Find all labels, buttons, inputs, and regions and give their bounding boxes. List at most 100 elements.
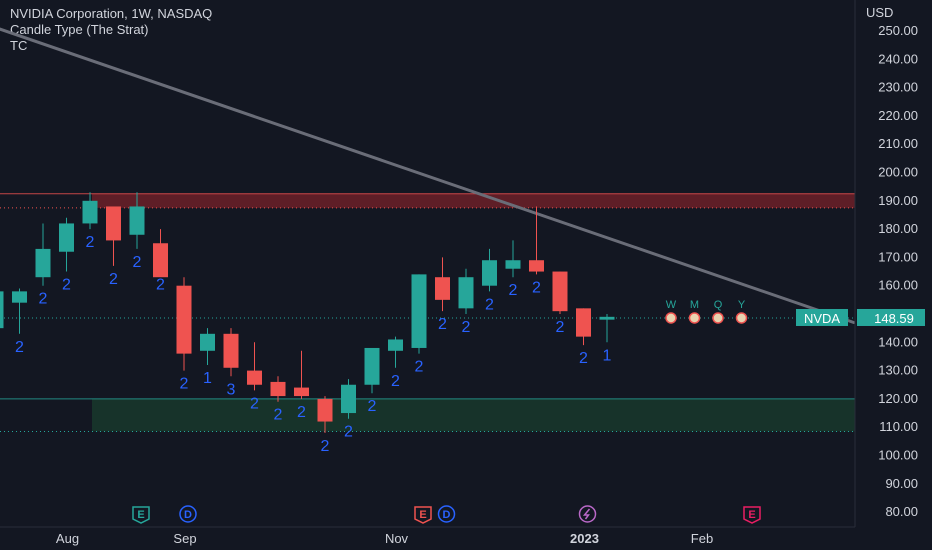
- candle: 2: [129, 192, 145, 271]
- candle: 3: [223, 328, 239, 398]
- dividend-icon-letter: D: [443, 509, 451, 521]
- candle-body: [200, 333, 215, 351]
- strat-label: 2: [368, 398, 377, 415]
- earnings-icon-letter: E: [419, 509, 426, 521]
- earnings-icon-letter: E: [137, 509, 144, 521]
- candle-body: [35, 248, 51, 278]
- split-icon: [578, 505, 597, 523]
- candle: 2: [482, 248, 497, 313]
- candle-body: [529, 260, 544, 272]
- trendline: [0, 27, 856, 324]
- strat-label: 2: [39, 291, 48, 308]
- candle-body: [317, 398, 333, 422]
- candle-body: [59, 223, 74, 252]
- candle-body: [341, 384, 356, 414]
- strat-label: 2: [485, 296, 494, 313]
- candle-body: [411, 274, 427, 348]
- split-icon-bolt: [582, 508, 591, 520]
- candle-body: [247, 370, 262, 385]
- indicator-label-strat[interactable]: Candle Type (The Strat): [10, 22, 149, 37]
- strat-label: 2: [438, 316, 447, 333]
- candle-body: [0, 291, 4, 329]
- strat-label: 2: [321, 438, 330, 455]
- candle-body: [270, 381, 286, 397]
- candle: 2: [552, 271, 568, 336]
- marker-dot-W: [665, 312, 677, 324]
- earnings-icon: [743, 506, 761, 524]
- resistance-zone: [92, 193, 855, 208]
- candle: 2: [435, 257, 450, 333]
- plot-area: 122222222132222222222222221WMQYEDEDE: [0, 27, 856, 524]
- strat-label: 3: [227, 381, 236, 398]
- candle-body: [364, 347, 380, 385]
- candle: 2: [388, 336, 403, 390]
- strat-label: 2: [15, 339, 24, 356]
- candle-body: [153, 243, 168, 278]
- strat-label: 1: [0, 350, 1, 367]
- strat-label: 2: [462, 319, 471, 336]
- strat-label: 2: [579, 350, 588, 367]
- candle-body: [388, 339, 403, 351]
- price-tick-label: 130.00: [878, 363, 918, 378]
- price-tick-label: 120.00: [878, 391, 918, 406]
- dividend-icon-letter: D: [184, 509, 192, 521]
- strat-label: 1: [203, 370, 212, 387]
- time-label: Aug: [56, 531, 79, 546]
- candle: 2: [458, 268, 474, 336]
- dividend-icon: [437, 505, 456, 523]
- marker-label-Y: Y: [738, 299, 746, 311]
- strat-label: 2: [532, 279, 541, 296]
- price-axis: 250.00 240.00 230.00 220.00 210.00 200.00 190.…: [796, 0, 925, 527]
- symbol-badge-text: NVDA: [804, 311, 840, 326]
- candle: 2: [176, 277, 192, 393]
- candle-body: [435, 277, 450, 300]
- candle-body: [458, 277, 474, 309]
- candle: 2: [294, 350, 309, 421]
- candle: 1: [200, 328, 215, 387]
- time-label: Nov: [385, 531, 409, 546]
- support-zone: [92, 398, 855, 432]
- price-tick-label: 110.00: [879, 419, 918, 434]
- candle: 2: [247, 342, 262, 412]
- candle-body: [482, 260, 497, 286]
- price-tick-label: 90.00: [885, 476, 918, 491]
- price-tick-label: 80.00: [885, 504, 918, 519]
- price-tick-label: 170.00: [878, 249, 918, 264]
- marker-label-W: W: [666, 299, 677, 311]
- marker-dot-Q: [712, 312, 724, 324]
- candle: 2: [317, 396, 333, 455]
- strat-label: 2: [62, 277, 71, 294]
- currency-label[interactable]: USD: [866, 5, 894, 20]
- strat-label: 2: [274, 407, 283, 424]
- earnings-icon: [414, 506, 432, 524]
- strat-label: 2: [250, 395, 259, 412]
- indicator-label-tc[interactable]: TC: [10, 38, 28, 53]
- price-tick-label: 230.00: [878, 80, 918, 95]
- candle: 2: [270, 376, 286, 424]
- price-tick-label: 100.00: [878, 448, 918, 463]
- symbol-title[interactable]: NVIDIA Corporation, 1W, NASDAQ: [10, 6, 213, 21]
- candle: 2: [411, 274, 427, 376]
- time-axis: Aug Sep Nov 2023 Feb: [0, 526, 855, 546]
- price-tick-label: 180.00: [878, 221, 918, 236]
- candle: 2: [576, 308, 591, 367]
- price-tick-label: 210.00: [878, 136, 918, 151]
- candle-body: [129, 206, 145, 235]
- marker-label-Q: Q: [714, 299, 723, 311]
- marker-dot-M: [688, 312, 701, 324]
- candle-body: [505, 260, 521, 269]
- strat-label: 1: [603, 347, 612, 364]
- candle-body: [576, 308, 591, 337]
- candle: 1: [0, 291, 4, 367]
- strat-label: 2: [415, 359, 424, 376]
- strat-label: 2: [509, 282, 518, 299]
- strat-label: 2: [180, 376, 189, 393]
- strat-label: 2: [133, 254, 142, 271]
- strat-label: 2: [344, 424, 353, 441]
- candle: 2: [59, 217, 74, 294]
- earnings-icon: [132, 506, 150, 524]
- candle-body: [176, 285, 192, 354]
- candle-body: [12, 291, 27, 303]
